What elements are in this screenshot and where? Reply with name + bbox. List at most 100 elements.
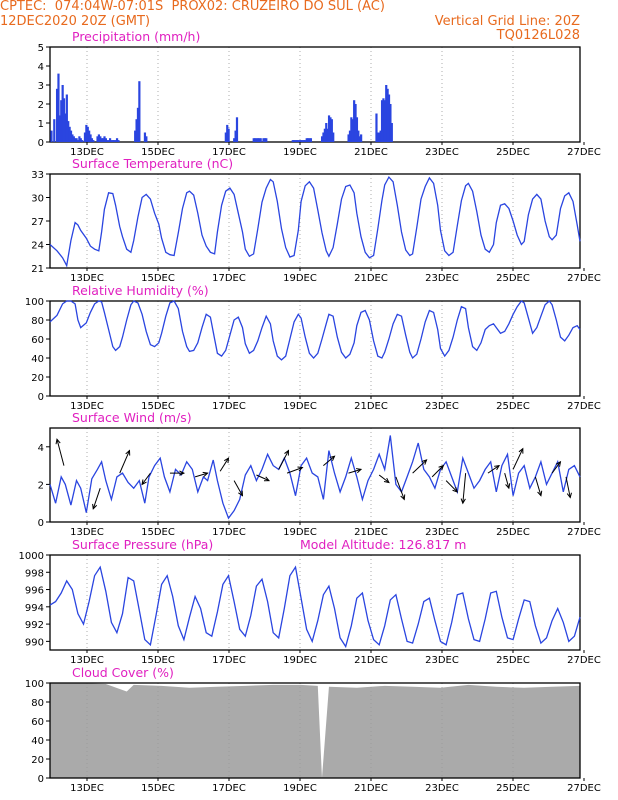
precip-bar bbox=[355, 117, 359, 142]
y-tick-label: 0 bbox=[38, 518, 44, 529]
precip-bar bbox=[78, 136, 81, 142]
wind-arrow bbox=[551, 461, 561, 474]
wind-arrow bbox=[323, 455, 335, 466]
wind-arrow-head bbox=[505, 483, 511, 490]
x-tick-label: 17DEC bbox=[212, 273, 246, 284]
y-tick-label: 20 bbox=[31, 755, 44, 766]
precip-bar bbox=[351, 119, 354, 142]
x-tick-label: 19DEC bbox=[283, 655, 317, 666]
wind-arrow bbox=[487, 465, 500, 474]
precip-bar bbox=[113, 140, 116, 142]
y-tick-label: 100 bbox=[25, 679, 44, 690]
wind-arrow-head bbox=[383, 477, 390, 484]
x-tick-label: 13DEC bbox=[70, 401, 104, 412]
y-tick-label: 994 bbox=[25, 603, 44, 614]
precip-bar bbox=[60, 100, 63, 142]
wind-arrow bbox=[233, 480, 243, 496]
wind-arrow bbox=[141, 472, 151, 485]
plot-frame bbox=[49, 46, 581, 143]
precip-bar bbox=[308, 138, 311, 142]
precip-bar bbox=[302, 140, 306, 142]
x-tick-label: 19DEC bbox=[283, 147, 317, 158]
precip-bar bbox=[145, 136, 148, 142]
precip-bar bbox=[259, 138, 262, 142]
precip-bar bbox=[227, 128, 230, 142]
header-date: 12DEC2020 20Z (GMT) bbox=[0, 14, 151, 29]
precip-bar bbox=[307, 138, 310, 142]
precip-bar bbox=[353, 100, 356, 142]
precip-bar bbox=[89, 134, 92, 142]
panel-title: Surface Pressure (hPa) bbox=[72, 537, 213, 552]
precip-bar bbox=[262, 138, 265, 142]
y-tick-label: 1000 bbox=[19, 551, 44, 562]
precip-bar bbox=[65, 94, 68, 142]
x-tick-label: 19DEC bbox=[283, 783, 317, 794]
precip-bar bbox=[67, 121, 70, 142]
precip-bar bbox=[325, 123, 328, 142]
wind-arrow bbox=[119, 450, 130, 474]
precip-bar bbox=[69, 130, 73, 142]
precip-bar bbox=[327, 115, 331, 142]
precip-bar bbox=[348, 130, 352, 142]
wind-arrow bbox=[504, 472, 510, 489]
wind-arrow bbox=[565, 476, 571, 498]
x-tick-label: 15DEC bbox=[141, 655, 175, 666]
x-tick-label: 27DEC bbox=[567, 401, 601, 412]
panel-title: Cloud Cover (%) bbox=[72, 665, 174, 680]
precip-bar bbox=[135, 119, 138, 142]
precip-bar bbox=[58, 115, 61, 142]
precip-bar bbox=[263, 138, 266, 142]
x-tick-label: 21DEC bbox=[354, 783, 388, 794]
series-line bbox=[49, 435, 581, 520]
x-tick-label: 27DEC bbox=[567, 147, 601, 158]
precip-bar bbox=[258, 138, 261, 142]
y-tick-label: 30 bbox=[31, 194, 44, 205]
wind-arrow-head bbox=[55, 438, 61, 445]
wind-arrow bbox=[378, 474, 390, 483]
panel-title: Surface Temperature (nC) bbox=[72, 156, 233, 171]
precip-bar bbox=[390, 123, 393, 142]
x-tick-label: 17DEC bbox=[212, 655, 246, 666]
plot-frame bbox=[49, 173, 581, 269]
precip-bar bbox=[254, 138, 257, 142]
y-tick-label: 2 bbox=[38, 100, 44, 111]
precip-bar bbox=[380, 100, 384, 142]
y-tick-label: 2 bbox=[38, 480, 44, 491]
x-tick-label: 13DEC bbox=[70, 783, 104, 794]
wind-arrow bbox=[512, 448, 524, 470]
precip-bar bbox=[108, 138, 112, 142]
y-tick-label: 1 bbox=[38, 119, 44, 130]
precip-bar bbox=[304, 140, 307, 142]
precip-bar bbox=[309, 138, 313, 142]
wind-arrow bbox=[431, 465, 444, 478]
x-tick-label: 19DEC bbox=[283, 527, 317, 538]
y-tick-label: 992 bbox=[25, 620, 44, 631]
x-tick-label: 25DEC bbox=[496, 401, 530, 412]
header-grid-line: Vertical Grid Line: 20Z bbox=[434, 14, 580, 29]
precip-bar bbox=[295, 140, 299, 142]
y-tick-label: 4 bbox=[38, 443, 44, 454]
x-tick-label: 23DEC bbox=[425, 273, 459, 284]
wind-arrow bbox=[412, 459, 427, 474]
plot-frame bbox=[49, 682, 581, 779]
precip-bar bbox=[291, 140, 294, 142]
wind-arrow-head bbox=[518, 447, 524, 454]
precip-bar bbox=[71, 134, 74, 142]
wind-arrow-head bbox=[224, 457, 230, 464]
precip-bar bbox=[386, 88, 389, 142]
precip-bar bbox=[298, 140, 301, 142]
precip-bar bbox=[350, 117, 353, 142]
precip-bar bbox=[50, 130, 53, 142]
wind-arrow-head bbox=[356, 468, 363, 474]
precip-bar bbox=[320, 136, 324, 142]
precip-bar bbox=[138, 81, 141, 142]
precip-bar bbox=[106, 140, 109, 142]
x-tick-label: 25DEC bbox=[496, 273, 530, 284]
precip-bar bbox=[110, 140, 113, 142]
y-tick-label: 0 bbox=[38, 138, 44, 149]
plot-frame bbox=[49, 554, 581, 651]
y-tick-label: 40 bbox=[31, 354, 44, 365]
y-tick-label: 80 bbox=[31, 698, 44, 709]
wind-arrow-head bbox=[284, 449, 290, 456]
y-tick-label: 20 bbox=[31, 373, 44, 384]
